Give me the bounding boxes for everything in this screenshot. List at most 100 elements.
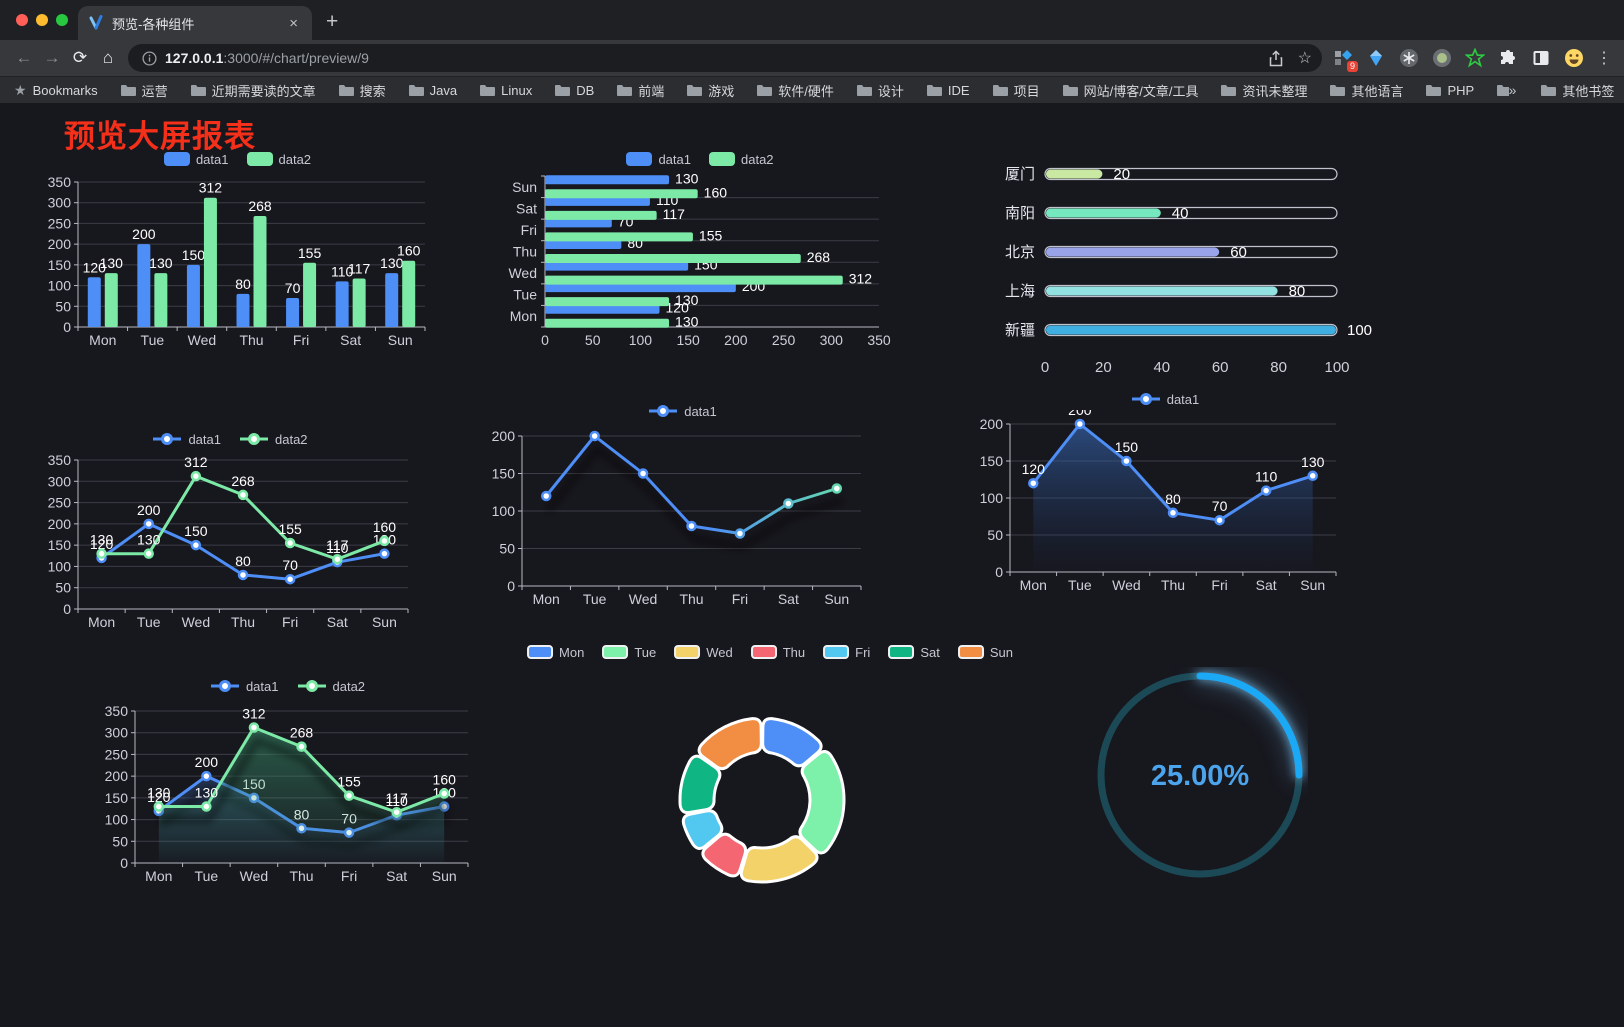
legend-item[interactable]: Sun <box>957 645 1013 660</box>
close-window-button[interactable] <box>16 14 28 26</box>
legend-item[interactable]: Fri <box>823 645 870 660</box>
tab-close-icon[interactable]: × <box>289 14 298 32</box>
svg-text:40: 40 <box>1172 205 1189 222</box>
svg-text:100: 100 <box>492 503 516 519</box>
svg-text:50: 50 <box>55 298 71 314</box>
chart-horizontal-bar[interactable]: data1 data2 0 50 100 150 200 250 300 350 Mon 120 130… <box>505 148 895 362</box>
chart-legend: data1 data2 <box>95 675 480 697</box>
legend-item[interactable]: data2 <box>297 679 365 694</box>
chart-gauge[interactable]: 25.00% <box>1092 667 1308 888</box>
tab-strip: 预览-各种组件 × + <box>0 0 1624 40</box>
legend-item[interactable]: data1 <box>626 152 691 167</box>
bookmark-folder[interactable]: 运营 <box>120 81 168 100</box>
svg-text:Tue: Tue <box>137 614 161 630</box>
svg-text:80: 80 <box>235 276 251 292</box>
chart-line-area-dual[interactable]: data1 data2 0 50 100 150 200 250 300 350 Mon Tue Wed… <box>95 675 480 894</box>
svg-text:100: 100 <box>1324 359 1349 376</box>
legend-item[interactable]: data1 <box>648 404 717 419</box>
bookmark-folder[interactable]: 资讯未整理 <box>1220 81 1307 100</box>
chart-progress-bars[interactable]: 厦门 20 南阳 40 北京 60 上海 80 新疆 100 0 20 40 60 80 100 <box>995 158 1373 388</box>
chart-donut[interactable] <box>669 707 855 898</box>
other-bookmarks-folder[interactable]: 其他书签 <box>1540 81 1614 100</box>
new-tab-button[interactable]: + <box>326 10 339 33</box>
emoji-extension-icon[interactable] <box>1563 47 1585 69</box>
extension-asterisk-icon[interactable] <box>1398 47 1420 69</box>
svg-text:120: 120 <box>1022 461 1046 477</box>
extensions-puzzle-icon[interactable] <box>1497 47 1519 69</box>
bookmark-folder[interactable]: 近期需要读的文章 <box>190 81 316 100</box>
side-panel-icon[interactable] <box>1530 47 1552 69</box>
chart-legend: data1 <box>490 400 875 422</box>
forward-button[interactable]: → <box>43 48 61 67</box>
svg-text:Thu: Thu <box>679 591 703 607</box>
bookmarks-star-icon[interactable]: ★ <box>14 81 27 98</box>
bookmark-star-icon[interactable]: ☆ <box>1297 50 1312 67</box>
bookmark-folder[interactable]: 游戏 <box>686 81 734 100</box>
legend-item[interactable]: data1 <box>152 432 221 447</box>
tab-preview[interactable]: 预览-各种组件 × <box>78 6 312 40</box>
legend-item[interactable]: Thu <box>750 645 805 660</box>
bookmark-folder[interactable]: 项目 <box>992 81 1040 100</box>
bookmark-folder[interactable]: 文件服务器 <box>1496 81 1509 100</box>
legend-item[interactable]: data2 <box>709 152 774 167</box>
chart-area-single[interactable]: data1 0 50 100 150 200 Mon Tue Wed Thu Fri Sat Sun 12… <box>980 388 1350 603</box>
legend-item[interactable]: Sat <box>888 645 940 660</box>
extension-green-star-icon[interactable] <box>1464 47 1486 69</box>
legend-item[interactable]: data2 <box>246 152 311 167</box>
extension-grid-icon[interactable]: 9 <box>1332 47 1358 72</box>
svg-text:Sat: Sat <box>340 332 361 348</box>
legend-item[interactable]: Mon <box>527 645 584 660</box>
svg-text:Mon: Mon <box>89 332 116 348</box>
bookmark-folder[interactable]: 软件/硬件 <box>756 81 834 100</box>
legend-item[interactable]: data1 <box>163 152 229 167</box>
chart-legend: Mon Tue Wed Thu Fri Sat Sun <box>527 641 1013 663</box>
bookmarks-label[interactable]: Bookmarks <box>32 82 98 98</box>
svg-text:117: 117 <box>348 261 371 277</box>
svg-text:312: 312 <box>184 454 208 470</box>
legend-item[interactable]: data2 <box>239 432 308 447</box>
bookmarks-overflow-chevron[interactable]: » <box>1508 82 1517 98</box>
chart-line-dual[interactable]: data1 data2 0 50 100 150 200 250 300 350 Mon Tue Wed… <box>40 428 420 640</box>
extension-dot-icon[interactable] <box>1431 47 1453 69</box>
zoom-window-button[interactable] <box>56 14 68 26</box>
svg-text:70: 70 <box>282 557 298 573</box>
menu-dots-icon[interactable]: ⋮ <box>1596 50 1612 67</box>
svg-text:60: 60 <box>1230 244 1247 261</box>
svg-text:110: 110 <box>1255 469 1278 485</box>
chart-line-gradient[interactable]: data1 0 50 100 150 200 Mon Tue Wed Thu Fri Sat Sun <box>490 400 875 617</box>
svg-text:110: 110 <box>326 540 349 556</box>
bookmark-folder[interactable]: 设计 <box>856 81 904 100</box>
share-icon[interactable] <box>1268 49 1284 67</box>
svg-text:0: 0 <box>120 855 128 871</box>
bookmark-folder[interactable]: 搜索 <box>338 81 386 100</box>
bookmark-folder[interactable]: Java <box>408 83 457 98</box>
svg-text:200: 200 <box>1068 410 1092 418</box>
bookmark-folder[interactable]: Linux <box>479 83 532 98</box>
svg-text:100: 100 <box>48 278 72 294</box>
svg-text:20: 20 <box>1095 359 1112 376</box>
bookmark-folder[interactable]: 前端 <box>616 81 664 100</box>
svg-text:300: 300 <box>105 725 129 741</box>
extension-gem-icon[interactable] <box>1365 47 1387 69</box>
home-button[interactable]: ⌂ <box>102 48 114 67</box>
svg-text:130: 130 <box>90 532 114 548</box>
back-button[interactable]: ← <box>15 48 33 67</box>
legend-item[interactable]: data1 <box>1131 392 1199 407</box>
legend-item[interactable]: Wed <box>674 645 733 660</box>
bookmark-folder[interactable]: DB <box>554 83 594 98</box>
chart-grouped-bar[interactable]: data1 data2 0 50 100 150 200 250 300 350 Mon Tue Wed… <box>40 148 435 357</box>
bookmark-folder[interactable]: 网站/博客/文章/工具 <box>1062 81 1198 100</box>
svg-text:0: 0 <box>507 578 515 594</box>
url-path: :3000/#/chart/preview/9 <box>223 50 369 66</box>
url-bar[interactable]: 127.0.0.1:3000/#/chart/preview/9 ☆ <box>128 44 1322 72</box>
legend-item[interactable]: data1 <box>210 679 279 694</box>
reload-button[interactable]: ⟳ <box>72 48 88 67</box>
minimize-window-button[interactable] <box>36 14 48 26</box>
site-info-icon[interactable] <box>142 50 157 66</box>
url-text[interactable]: 127.0.0.1:3000/#/chart/preview/9 <box>165 50 1254 66</box>
bookmark-folder[interactable]: PHP <box>1425 83 1474 98</box>
legend-item[interactable]: Tue <box>602 645 656 660</box>
bookmark-folder[interactable]: 其他语言 <box>1329 81 1403 100</box>
bookmark-folder[interactable]: IDE <box>926 83 970 98</box>
svg-text:350: 350 <box>48 452 72 468</box>
